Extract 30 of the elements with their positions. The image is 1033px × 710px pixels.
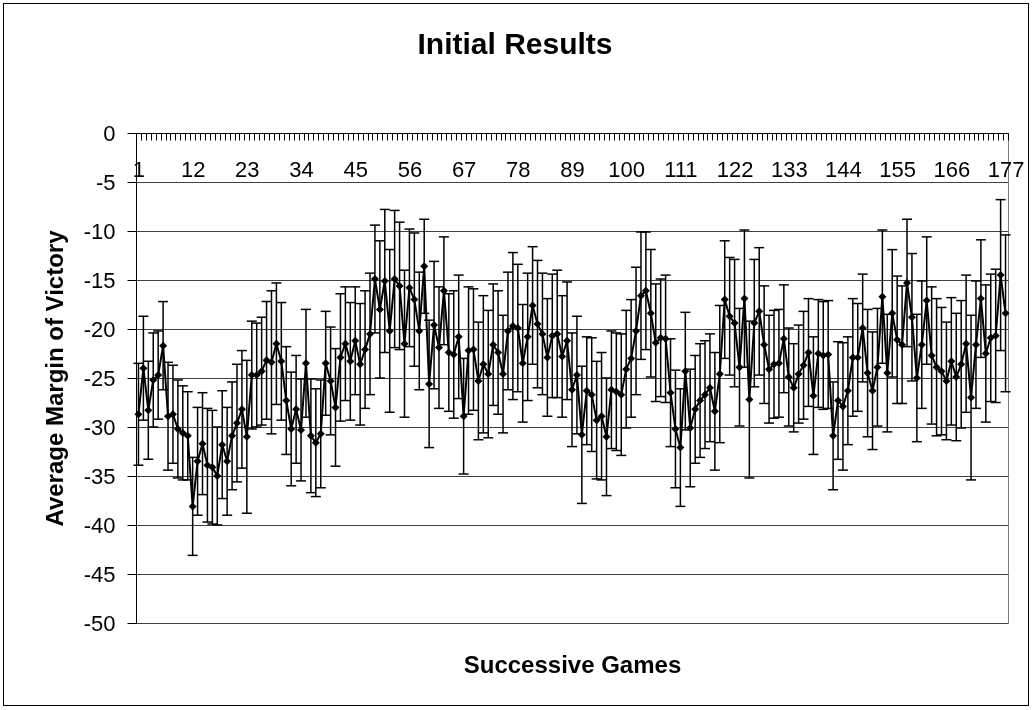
y-tick-label: -35 <box>83 463 116 489</box>
y-tick-label: -10 <box>83 218 116 244</box>
x-tick-label: 45 <box>343 156 368 182</box>
chart-title: Initial Results <box>417 27 613 60</box>
x-tick-label: 89 <box>560 156 585 182</box>
x-tick-label: 23 <box>235 156 260 182</box>
x-tick-label: 100 <box>608 156 646 182</box>
x-tick-label: 78 <box>506 156 531 182</box>
y-tick-label: -25 <box>83 365 116 391</box>
y-tick-label: -5 <box>95 169 116 195</box>
y-tick-label: -45 <box>83 561 116 587</box>
x-tick-label: 34 <box>289 156 314 182</box>
x-tick-label: 166 <box>933 156 971 182</box>
x-axis-title: Successive Games <box>463 650 682 678</box>
x-tick-label: 122 <box>716 156 754 182</box>
x-tick-label: 133 <box>770 156 808 182</box>
y-tick-label: -50 <box>83 610 116 636</box>
y-tick-label: -20 <box>83 316 116 342</box>
x-tick-label: 67 <box>451 156 477 182</box>
x-tick-label: 111 <box>664 156 698 182</box>
x-tick-label: 56 <box>397 156 423 182</box>
y-tick-label: -30 <box>83 414 116 440</box>
x-tick-label: 144 <box>825 156 862 182</box>
y-tick-label: -40 <box>83 512 116 538</box>
x-tick-label: 155 <box>879 156 917 182</box>
y-tick-label: -15 <box>83 267 116 293</box>
y-axis-title: Average Margin of Victory <box>40 229 68 527</box>
x-tick-label: 12 <box>180 156 206 182</box>
y-tick-label: 0 <box>103 120 116 146</box>
x-tick-label: 177 <box>987 156 1025 182</box>
